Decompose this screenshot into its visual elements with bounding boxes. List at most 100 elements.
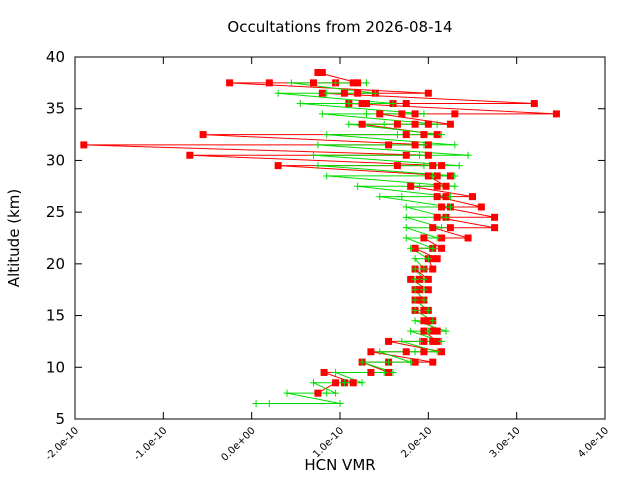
series-0-point <box>226 79 234 87</box>
series-0-point <box>402 151 410 159</box>
series-0-point <box>407 275 415 283</box>
series-0-point <box>433 327 441 335</box>
series-0-point <box>451 110 459 118</box>
series-1-point <box>451 182 459 190</box>
series-0-point <box>411 141 419 149</box>
series-1-point <box>402 234 410 242</box>
series-0-point <box>420 327 428 335</box>
series-0-point <box>363 100 370 108</box>
series-1-line <box>256 82 469 404</box>
series-1-point <box>336 399 344 407</box>
series-1-point <box>433 348 441 356</box>
series-0-point <box>274 162 282 170</box>
series-1-point <box>323 172 331 180</box>
series-1-point <box>433 234 441 242</box>
series-1-point <box>402 203 410 211</box>
series-1-point <box>416 337 423 345</box>
series-1-point <box>265 399 273 407</box>
y-tick-label: 10 <box>46 358 65 376</box>
series-0-point <box>420 306 428 314</box>
y-tick-label: 35 <box>46 100 65 118</box>
series-1-point <box>363 110 370 118</box>
series-0-point <box>420 131 428 139</box>
series-0-point <box>491 224 499 232</box>
series-0-point <box>424 141 432 149</box>
series-1-point <box>411 286 419 294</box>
series-0-point <box>199 131 207 139</box>
series-1-point <box>371 89 379 97</box>
series-1-point <box>398 337 406 345</box>
series-1-point <box>446 203 454 211</box>
series-0-point <box>433 131 441 139</box>
series-0-point <box>411 120 419 128</box>
x-tick-label: 4.0e-10 <box>576 425 611 460</box>
series-0-point <box>424 151 432 159</box>
series-0-point <box>433 255 441 263</box>
series-0-point <box>438 203 446 211</box>
series-0-point <box>429 358 437 366</box>
y-tick-label: 20 <box>46 255 65 273</box>
series-1-point <box>411 317 419 325</box>
series-1-point <box>420 296 428 304</box>
series-1-point <box>314 141 322 149</box>
y-tick-label: 25 <box>46 203 65 221</box>
series-markers <box>80 69 560 407</box>
series-0-point <box>358 100 366 108</box>
series-0-point <box>314 389 322 397</box>
series-0-point <box>332 379 340 387</box>
series-1-point <box>274 89 282 97</box>
series-1-point <box>451 172 459 180</box>
series-0-point <box>446 172 454 180</box>
series-1-point <box>393 131 401 139</box>
series-1-point <box>420 286 428 294</box>
series-1-point <box>402 224 410 232</box>
x-tick-label: -1.0e-10 <box>132 425 169 462</box>
series-0-point <box>411 358 419 366</box>
series-1-point <box>323 89 331 97</box>
series-0-point <box>318 69 326 77</box>
series-0-point <box>438 162 446 170</box>
series-0-point <box>464 234 472 242</box>
series-1-point <box>407 358 415 366</box>
series-0-point <box>530 100 538 108</box>
plot-frame <box>74 56 606 420</box>
series-1-point <box>424 306 432 314</box>
series-0-point <box>433 193 441 201</box>
series-0-point <box>552 110 560 118</box>
series-0-point <box>442 182 450 190</box>
y-tick-label: 40 <box>46 48 65 66</box>
x-tick-label: 3.0e-10 <box>488 425 523 460</box>
series-0-point <box>424 286 432 294</box>
series-0-point <box>424 275 432 283</box>
series-0-point <box>318 89 326 97</box>
series-1-point <box>287 79 295 87</box>
series-1-point <box>318 110 326 118</box>
series-0-point <box>367 348 375 356</box>
series-0-point <box>314 69 322 77</box>
series-1-point <box>420 141 428 149</box>
series-0-point <box>429 162 437 170</box>
x-axis-label: HCN VMR <box>304 456 375 474</box>
series-1-point <box>314 162 322 170</box>
series-0-point <box>424 89 432 97</box>
series-1-point <box>376 348 384 356</box>
series-lines <box>83 72 557 404</box>
series-0-line <box>83 72 557 394</box>
series-1-point <box>429 317 437 325</box>
x-tick-label: 0.0e+00 <box>219 425 257 463</box>
series-0-point <box>265 79 273 87</box>
series-0-point <box>402 131 410 139</box>
series-0-point <box>349 379 357 387</box>
series-1-point <box>389 100 397 108</box>
series-0-point <box>385 368 393 376</box>
x-tick-label: 2.0e-10 <box>400 425 435 460</box>
series-0-point <box>438 244 446 252</box>
series-1-point <box>420 110 428 118</box>
series-1-point <box>363 79 370 87</box>
series-0-point <box>424 172 432 180</box>
series-0-point <box>446 120 454 128</box>
series-0-point <box>438 348 446 356</box>
series-1-point <box>407 244 415 252</box>
series-1-point <box>420 265 428 273</box>
series-1-point <box>310 151 317 159</box>
